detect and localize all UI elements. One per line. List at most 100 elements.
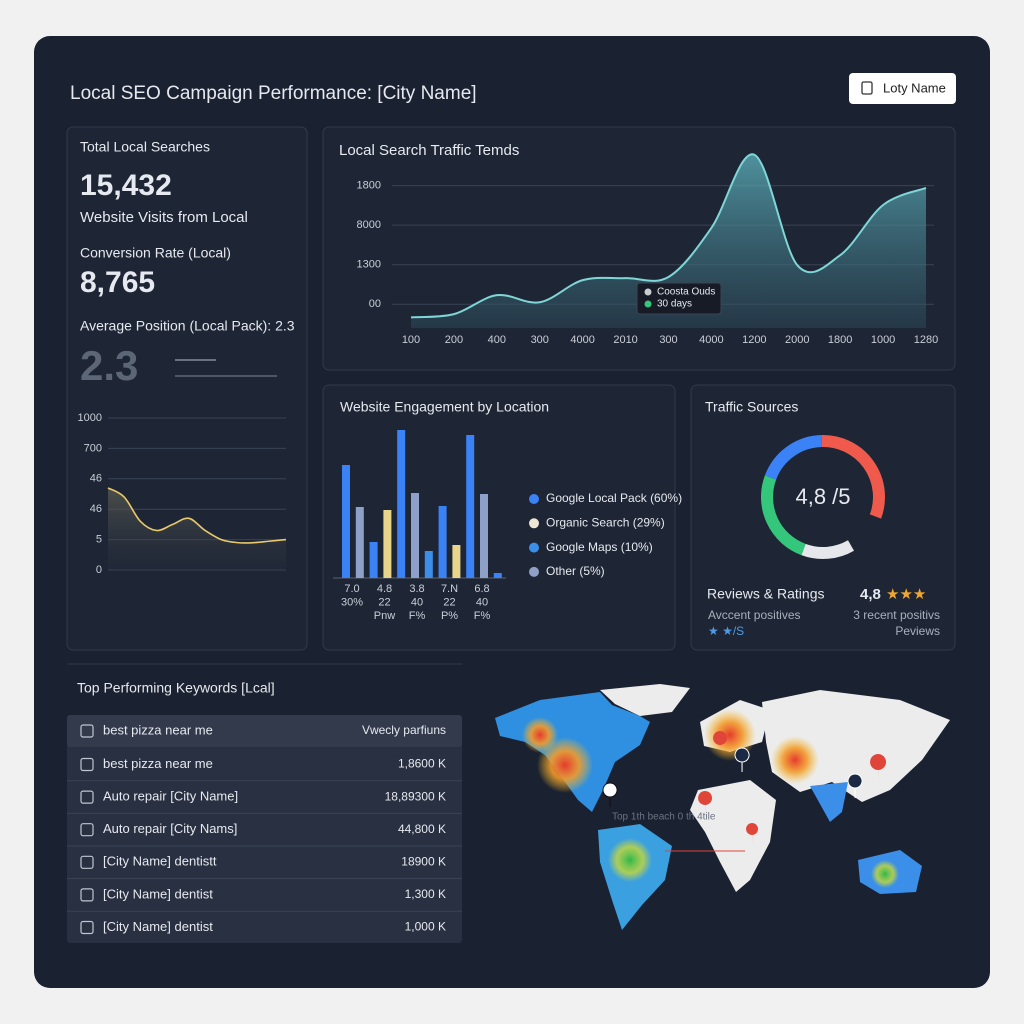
panel-title: Website Engagement by Location: [340, 399, 549, 415]
y-tick-label: 1300: [357, 259, 381, 271]
table-header: [67, 715, 462, 747]
location-button[interactable]: [849, 73, 956, 104]
line-area: [108, 487, 286, 570]
donut-segment: [764, 435, 823, 480]
y-tick-label: 46: [90, 473, 102, 485]
button-label[interactable]: Loty Name: [883, 80, 946, 95]
keyword: Auto repair [City Name]: [103, 789, 238, 804]
x-tick-label: 22: [443, 596, 455, 608]
keyword-volume: 1,300 K: [405, 887, 446, 901]
x-tick-label: 7.0: [344, 583, 359, 595]
rating: 4,8: [860, 586, 881, 603]
keyword: best pizza near me: [103, 756, 213, 771]
heat-spot: [608, 838, 652, 882]
keyword-volume: 1,8600 K: [398, 757, 446, 771]
x-tick-label: 200: [445, 334, 463, 346]
y-tick-label: 5: [96, 534, 102, 546]
x-tick-label: 2010: [613, 334, 637, 346]
x-tick-label: 2000: [785, 334, 809, 346]
y-tick-label: 700: [84, 442, 102, 454]
line: [410, 153, 927, 319]
y-tick-label: 1800: [357, 180, 381, 192]
x-tick-label: 30%: [341, 596, 363, 608]
row-icon: [80, 855, 94, 869]
world-map: Top 1th beach 0 th 4tile: [495, 684, 950, 930]
kpi-value: 15,432: [80, 169, 172, 202]
x-tick-label: 7.N: [441, 583, 458, 595]
legend-swatch: [529, 518, 539, 529]
x-tick-label: 300: [531, 334, 549, 346]
y-tick-label: 00: [369, 298, 381, 310]
keyword-volume: 18,89300 K: [385, 789, 446, 803]
legend-label: Organic Search (29%): [546, 515, 665, 529]
pin: [746, 823, 759, 844]
x-tick-label: 1000: [871, 334, 895, 346]
sources-panel: [690, 384, 956, 651]
pin: [734, 747, 750, 773]
bar: [493, 573, 502, 578]
bar: [369, 542, 378, 578]
keyword: [City Name] dentist: [103, 919, 213, 934]
heat-spot: [522, 717, 558, 753]
y-tick-label: 8000: [357, 219, 381, 231]
y-tick-label: 0: [96, 564, 102, 576]
reviews-title: Reviews & Ratings: [707, 586, 825, 602]
reviews-sub: Peviews: [895, 624, 940, 638]
row-icon: [80, 823, 94, 837]
keyword-rows: best pizza near me Vwecly parfiuns best pi…: [67, 722, 462, 935]
tooltip-text: Coosta Ouds: [657, 287, 715, 298]
keyword: [City Name] dentist: [103, 886, 213, 901]
keywords-title: Top Performing Keywords [Lcal]: [77, 680, 275, 696]
legend-label: Other (5%): [546, 564, 605, 578]
kpi-label: Website Visits from Local: [80, 209, 248, 226]
panel-title: Traffic Sources: [705, 399, 798, 415]
pin: [602, 782, 618, 808]
row-icon: [80, 920, 94, 935]
y-tick-label: 1000: [78, 412, 102, 424]
bar: [342, 465, 350, 578]
x-tick-label: 3.8: [409, 583, 424, 595]
x-tick-label: 300: [659, 334, 677, 346]
pin: [698, 791, 713, 815]
donut-segment: [821, 435, 885, 519]
row-icon: [80, 790, 94, 804]
bar: [355, 507, 364, 578]
keyword-volume: 18900 K: [401, 854, 446, 868]
continent: [600, 684, 690, 716]
bar: [480, 494, 488, 578]
donut-segment: [801, 540, 854, 559]
line: [107, 487, 287, 544]
heat-spot: [537, 737, 593, 793]
donut-segment: [761, 475, 806, 556]
x-tick-label: 1800: [828, 334, 852, 346]
rating-stars: ★★★: [886, 586, 926, 603]
bar: [383, 510, 392, 578]
bar: [424, 551, 433, 578]
reviews-stars: ★ ★/S: [708, 624, 744, 638]
dashboard-title: Local SEO Campaign Performance: [City Na…: [70, 83, 477, 104]
x-tick-label: 4.8: [377, 583, 392, 595]
tooltip-dot: [644, 288, 652, 296]
pin: [713, 731, 728, 755]
x-tick-label: 6.8: [474, 583, 489, 595]
legend-swatch: [529, 494, 539, 504]
x-tick-label: 40: [411, 596, 423, 608]
tooltip: [636, 282, 722, 315]
tooltip-text: 30 days: [657, 299, 692, 310]
bar: [438, 506, 447, 578]
row-icon: [80, 724, 94, 738]
donut-center-label: 4,8 /5: [795, 484, 850, 509]
line-area: [411, 154, 926, 328]
y-tick-label: 46: [90, 503, 102, 515]
legend-swatch: [529, 566, 539, 577]
reviews-sub: 3 recent positivs: [853, 608, 940, 622]
bar: [397, 430, 406, 578]
map-label: Top 1th beach 0 th 4tile: [612, 812, 716, 823]
reviews-sub: Avccent positives: [708, 608, 801, 622]
button-icon: [861, 81, 873, 95]
row-icon: [80, 888, 94, 902]
x-tick-label: 4000: [699, 334, 723, 346]
heat-spot: [871, 860, 899, 888]
